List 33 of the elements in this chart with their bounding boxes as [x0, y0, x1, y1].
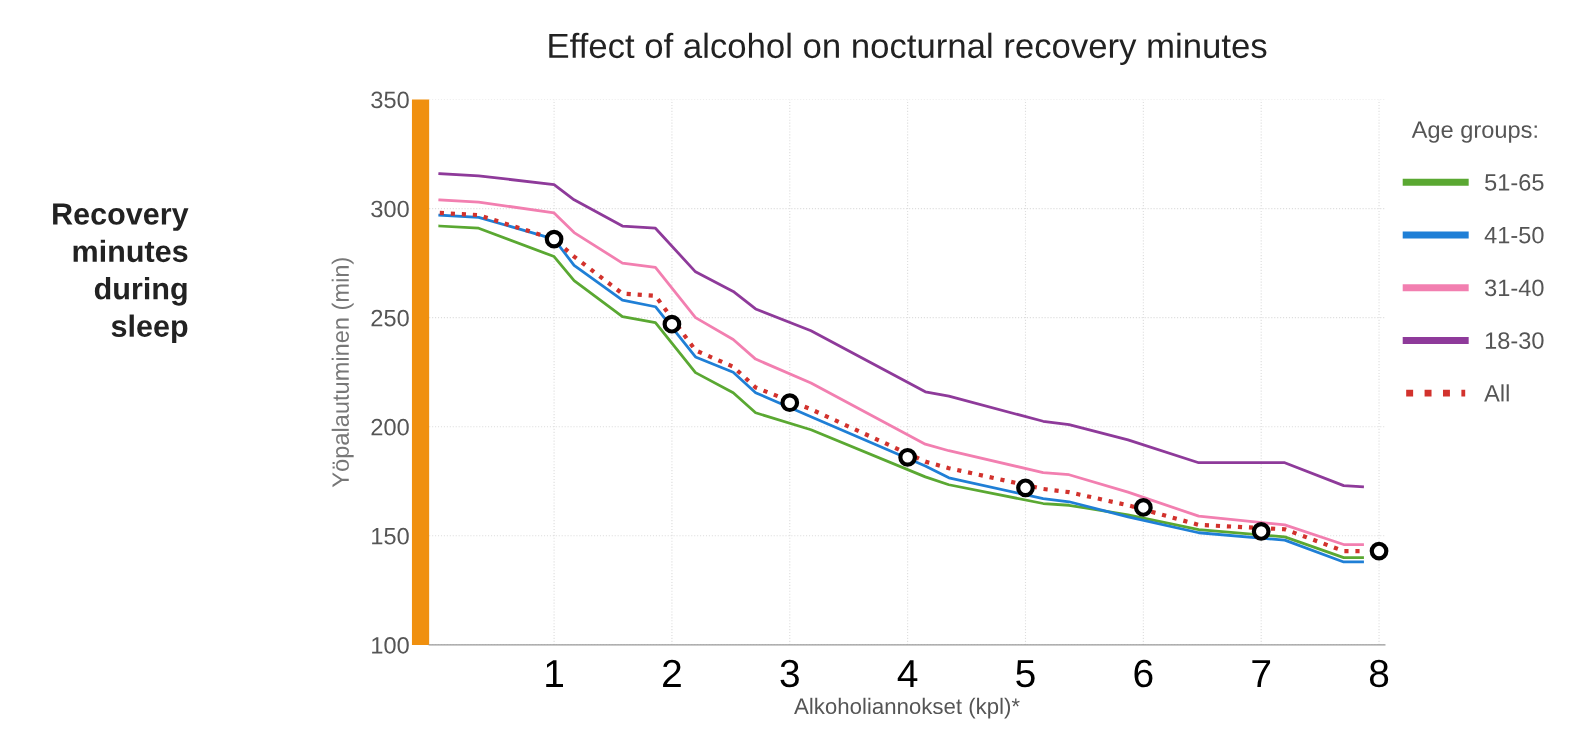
point	[898, 447, 918, 467]
y-tick-label: 300	[371, 200, 409, 218]
point	[1251, 522, 1271, 541]
y-axis-title: Yöpalautuminen (min)	[331, 258, 354, 488]
x-tick-label: 1	[546, 660, 563, 687]
x-tick-label: 3	[780, 659, 799, 688]
point	[1016, 478, 1035, 498]
x-tick-label: 7	[1252, 660, 1271, 687]
legend-label: 18-30	[1485, 332, 1544, 349]
x-tick-label: 6	[1134, 659, 1153, 688]
y-tick-label: 200	[371, 418, 409, 436]
legend-label: 31-40	[1485, 279, 1544, 297]
legend-title: Age groups:	[1411, 121, 1537, 143]
point	[1369, 541, 1389, 561]
x-tick-label: 8	[1369, 659, 1389, 688]
point	[1133, 498, 1153, 517]
line-series	[438, 172, 1364, 489]
y-tick-label: 350	[371, 91, 409, 109]
x-tick-label: 2	[663, 659, 681, 687]
legend-label: All	[1484, 384, 1509, 402]
chart-title: Effect of alcohol on nocturnal recovery minutes	[549, 32, 1267, 66]
y-tick-label: 100	[372, 636, 409, 654]
point	[544, 229, 564, 249]
point	[662, 314, 682, 334]
y-tick-label: 150	[372, 527, 409, 545]
y-tick-label: 250	[371, 309, 409, 327]
point	[780, 393, 800, 413]
legend-label: 51-65	[1485, 174, 1544, 191]
x-axis-title: Alkoholiannokset (kpl)*	[794, 697, 1020, 719]
legend-label: 41-50	[1484, 226, 1544, 244]
x-tick-label: 5	[1016, 660, 1035, 688]
x-tick-label: 4	[897, 660, 918, 687]
text: Recovery minutes during sleep	[53, 203, 189, 344]
